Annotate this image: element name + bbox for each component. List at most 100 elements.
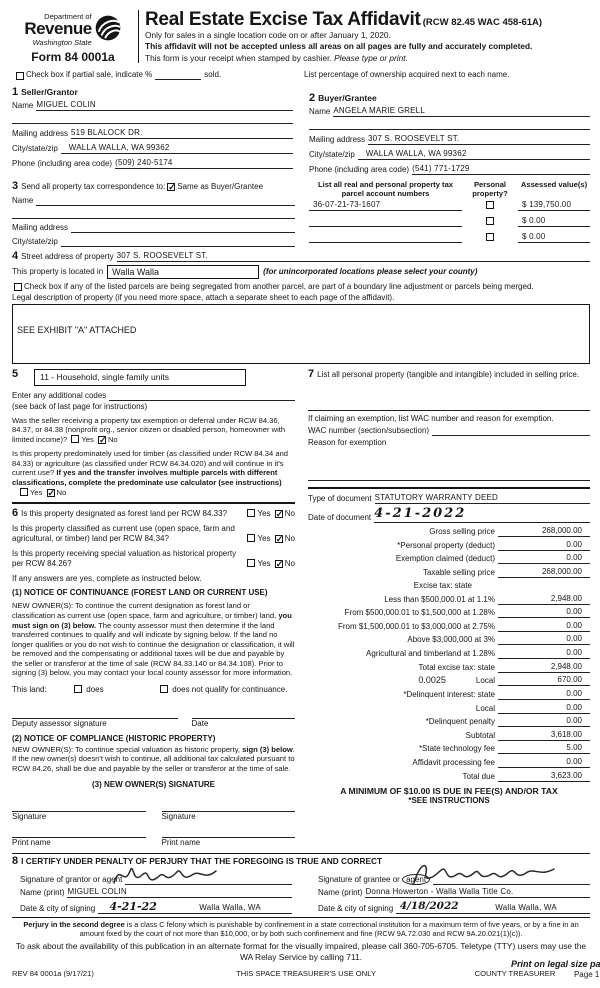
delinquent-interest-state-value[interactable]: 0.00 [498, 689, 590, 701]
buyer-city-label: City/state/zip [309, 150, 355, 160]
forest-no-checkbox[interactable]: ✓ [274, 509, 284, 520]
same-as-buyer-checkbox[interactable]: ✓ [167, 181, 176, 192]
parcel-value-field[interactable]: $ 139,750.00 [518, 200, 590, 212]
reason-exemption-label: Reason for exemption [308, 438, 387, 448]
parcel-table: List all real and personal property tax … [309, 180, 590, 251]
partial-sold-label: sold. [204, 70, 222, 80]
new-owner-print-field-1[interactable] [12, 828, 146, 838]
historic-yes-checkbox[interactable] [247, 559, 256, 568]
print-legal-note: Print on legal size pap [510, 958, 600, 969]
grantee-city-field[interactable]: Walla Walla, WA [462, 903, 590, 914]
timber-yes-checkbox[interactable] [20, 487, 28, 496]
buyer-phone-label: Phone (including area code) [309, 165, 410, 175]
current-use-no-checkbox[interactable]: ✓ [274, 534, 284, 545]
historic-no-checkbox[interactable]: ✓ [274, 559, 284, 570]
perjury-notice: Perjury in the second degree is a class … [12, 917, 590, 938]
corr-mailing-field[interactable] [71, 232, 295, 234]
timber-no-checkbox[interactable]: ✓ [46, 487, 56, 498]
grantor-date-city-label: Date & city of signing [20, 904, 96, 914]
parcel-value-field[interactable]: $ 0.00 [518, 216, 590, 228]
gross-price-value[interactable]: 268,000.00 [498, 526, 590, 538]
delinquent-interest-local-value[interactable]: 0.00 [498, 703, 590, 714]
segregated-checkbox[interactable] [14, 283, 22, 292]
seller-mailing-label: Mailing address [12, 129, 69, 139]
deputy-assessor-signature-field[interactable] [12, 709, 178, 719]
buyer-mailing-field[interactable]: 307 S. ROOSEVELT ST. [368, 134, 590, 146]
total-due-value[interactable]: 3,623.00 [498, 771, 590, 782]
land-does-not-checkbox[interactable] [160, 684, 168, 693]
current-use-yes-checkbox[interactable] [247, 534, 256, 543]
corr-name-field[interactable] [36, 205, 295, 207]
parcel-number-field[interactable] [309, 232, 462, 244]
tier1-value[interactable]: 2,948.00 [498, 594, 590, 605]
partial-percent-field[interactable] [155, 79, 202, 81]
personal-property-field[interactable] [308, 410, 590, 412]
exemption-no-checkbox[interactable]: ✓ [97, 435, 107, 446]
parcel-pp-checkbox[interactable] [486, 201, 494, 210]
local-tax-value[interactable]: 670.00 [498, 675, 590, 687]
seller-name-field[interactable]: MIGUEL COLIN [36, 100, 293, 112]
additional-codes-field[interactable] [109, 399, 295, 401]
land-does-checkbox[interactable] [74, 684, 82, 693]
tier4-value[interactable]: 0.00 [498, 634, 590, 646]
exemption-deduct-value[interactable]: 0.00 [498, 553, 590, 565]
reason-exemption-field[interactable] [308, 480, 590, 482]
tier2-label: From $500,000.01 to $1,500,000 at 1.28% [344, 608, 495, 618]
processing-fee-value[interactable]: 0.00 [498, 757, 590, 769]
parcel-pp-checkbox[interactable] [486, 233, 494, 242]
tier3-value[interactable]: 0.00 [498, 621, 590, 632]
agricultural-value[interactable]: 0.00 [498, 648, 590, 660]
buyer-name2-field[interactable] [309, 121, 590, 131]
corr-name-label: Name [12, 196, 34, 206]
county-select[interactable]: Walla Walla [107, 265, 260, 280]
personal-deduct-value[interactable]: 0.00 [498, 540, 590, 551]
legal-description-label: Legal description of property (if you ne… [12, 293, 395, 303]
date-of-document-field[interactable]: 4-21-2022 [374, 506, 590, 524]
land-use-code-select[interactable]: 11 - Household, single family units [34, 369, 247, 386]
accessibility-notice: To ask about the availability of this pu… [15, 941, 587, 962]
grantee-signature-field[interactable] [433, 875, 590, 885]
forest-yes-checkbox[interactable] [247, 509, 256, 518]
corr-city-field[interactable] [60, 246, 295, 248]
seller-phone-field[interactable]: (509) 240-5174 [115, 158, 293, 170]
seller-city-field[interactable]: WALLA WALLA, WA 99362 [60, 143, 293, 155]
legal-description-field[interactable]: SEE EXHIBIT "A" ATTACHED [12, 304, 590, 365]
correspondence-label: Send all property tax correspondence to: [21, 181, 166, 191]
grantee-date-field[interactable]: 4/18/2022 [396, 900, 463, 914]
new-owner-print-field-2[interactable] [161, 828, 295, 838]
grantee-print-label: Name (print) [318, 887, 363, 897]
tech-fee-value[interactable]: 5.00 [498, 743, 590, 755]
additional-codes-label: Enter any additional codes [12, 390, 107, 400]
deputy-date-field[interactable] [191, 709, 295, 719]
grantee-print-field[interactable]: Donna Howerton - Walla Walla Title Co. [365, 887, 590, 898]
grantor-print-field[interactable]: MIGUEL COLIN [67, 887, 292, 898]
type-of-document-field[interactable]: STATUTORY WARRANTY DEED [374, 493, 590, 505]
seller-mailing-field[interactable]: 519 BLALOCK DR. [71, 128, 293, 140]
subtotal-value[interactable]: 3,618.00 [498, 730, 590, 741]
exemption-yes-checkbox[interactable] [71, 435, 80, 444]
grantor-city-field[interactable]: Walla Walla, WA [168, 903, 292, 915]
total-excise-state-value[interactable]: 2,948.00 [498, 662, 590, 673]
parcel-value-field[interactable]: $ 0.00 [518, 232, 590, 244]
partial-sale-checkbox[interactable] [16, 72, 24, 81]
taxable-price-value[interactable]: 268,000.00 [498, 567, 590, 579]
historic-question: Is this property receiving special valua… [12, 549, 237, 569]
buyer-city-field[interactable]: WALLA WALLA, WA 99362 [357, 149, 590, 161]
delinquent-penalty-value[interactable]: 0.00 [498, 716, 590, 728]
wac-number-field[interactable] [432, 435, 590, 437]
new-owner-signature-field-1[interactable] [12, 802, 146, 812]
section-2-number: 2 [309, 92, 316, 105]
tier2-value[interactable]: 0.00 [498, 607, 590, 619]
corr-name2-field[interactable] [12, 210, 295, 220]
grantor-date-field[interactable]: 4-21-22 [98, 900, 169, 915]
seller-name2-field[interactable] [12, 115, 293, 125]
buyer-name-field[interactable]: ANGELA MARIE GRELL [333, 106, 590, 118]
street-address-field[interactable]: 307 S. ROOSEVELT ST. [116, 251, 590, 263]
grantor-signature-field[interactable] [125, 875, 292, 885]
parcel-pp-checkbox[interactable] [486, 217, 494, 226]
new-owner-signature-field-2[interactable] [161, 802, 295, 812]
parcel-number-field[interactable] [309, 216, 462, 228]
buyer-phone-field[interactable]: (541) 771-1729 [412, 164, 590, 176]
wac-number-label: WAC number (section/subsection) [308, 426, 430, 436]
parcel-number-field[interactable]: 36-07-21-73-1607 [309, 200, 462, 212]
